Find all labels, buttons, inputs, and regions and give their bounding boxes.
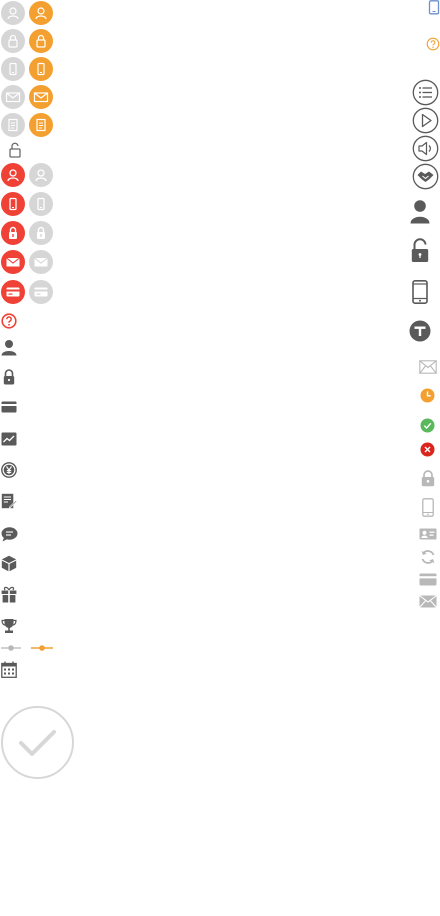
error-icon xyxy=(420,442,435,457)
mail-icon xyxy=(419,595,437,608)
checkmark-badge xyxy=(1,706,74,779)
lock-icon xyxy=(36,34,46,48)
unlock-icon xyxy=(9,142,21,158)
play-icon xyxy=(412,107,439,134)
brand-t-icon xyxy=(409,320,431,342)
user-disc-orange xyxy=(29,1,53,25)
lock-icon xyxy=(37,226,45,239)
person-icon xyxy=(1,340,17,356)
box-icon xyxy=(1,555,17,572)
slider-icon xyxy=(1,645,21,651)
phone-disc-orange xyxy=(29,57,53,81)
phone-icon xyxy=(37,62,45,76)
help-icon xyxy=(426,37,440,51)
document-icon xyxy=(36,118,46,132)
lock-disc-orange xyxy=(29,29,53,53)
phone-disc-gray xyxy=(1,57,25,81)
phone-disc-red xyxy=(1,192,25,216)
edit-icon xyxy=(1,493,17,509)
help-icon xyxy=(1,313,17,329)
phone-icon xyxy=(422,498,434,517)
handshake-icon xyxy=(412,163,439,190)
unlock-icon xyxy=(411,238,429,262)
id-card-icon xyxy=(419,528,437,540)
mail-icon xyxy=(34,257,48,267)
mail-disc-gray xyxy=(1,85,25,109)
card-icon xyxy=(419,573,437,586)
mail-disc-orange xyxy=(29,85,53,109)
mail-icon xyxy=(33,92,49,103)
lock-icon xyxy=(421,470,435,487)
success-icon xyxy=(420,418,435,433)
phone-icon xyxy=(428,0,440,15)
document-disc-orange xyxy=(29,113,53,137)
yen-icon xyxy=(1,462,17,478)
chat-icon xyxy=(1,527,18,542)
phone-disc-gray-2 xyxy=(29,192,53,216)
card-icon xyxy=(6,287,20,297)
slider-icon-active xyxy=(31,645,53,651)
card-icon xyxy=(1,401,17,413)
user-disc-red xyxy=(1,163,25,187)
mail-icon xyxy=(419,360,437,374)
phone-icon xyxy=(9,62,17,76)
user-icon xyxy=(35,7,47,20)
lock-disc-red xyxy=(1,221,25,245)
calendar-icon xyxy=(1,661,17,678)
checkmark-icon xyxy=(19,730,56,756)
phone-icon xyxy=(37,197,45,211)
card-disc-red xyxy=(1,280,25,304)
phone-icon xyxy=(9,197,17,211)
speaker-icon xyxy=(412,135,439,162)
clock-icon xyxy=(420,388,435,403)
user-icon xyxy=(35,169,47,182)
list-icon xyxy=(412,79,439,106)
person-icon xyxy=(410,200,430,224)
lock-icon xyxy=(8,34,18,48)
lock-icon xyxy=(3,369,15,385)
refresh-icon xyxy=(421,550,435,564)
chart-icon xyxy=(1,432,17,446)
document-icon xyxy=(8,118,18,132)
user-icon xyxy=(7,169,19,182)
mail-disc-gray-2 xyxy=(29,250,53,274)
user-disc-gray xyxy=(1,1,25,25)
gift-icon xyxy=(1,586,17,603)
mail-disc-red xyxy=(1,250,25,274)
card-disc-gray xyxy=(29,280,53,304)
lock-disc-gray-2 xyxy=(29,221,53,245)
lock-icon xyxy=(9,226,17,239)
document-disc-gray xyxy=(1,113,25,137)
phone-icon xyxy=(412,280,428,304)
card-icon xyxy=(34,287,48,297)
user-icon xyxy=(7,7,19,20)
user-disc-gray-2 xyxy=(29,163,53,187)
mail-icon xyxy=(6,257,20,267)
trophy-icon xyxy=(1,619,17,633)
lock-disc-gray xyxy=(1,29,25,53)
mail-icon xyxy=(5,92,21,103)
